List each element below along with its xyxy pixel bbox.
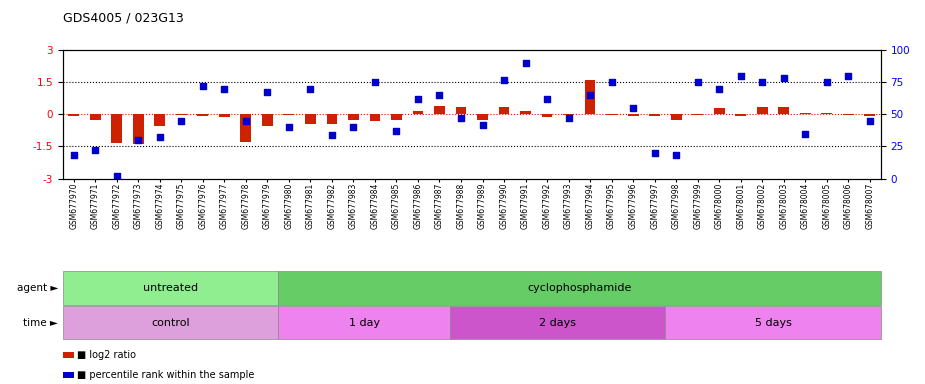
Point <box>669 152 684 159</box>
Bar <box>68 114 79 116</box>
Bar <box>821 113 832 114</box>
Point <box>734 73 748 79</box>
Point <box>583 92 598 98</box>
Bar <box>542 114 552 117</box>
Text: time ►: time ► <box>23 318 58 328</box>
Bar <box>671 114 682 119</box>
Bar <box>499 107 510 114</box>
Bar <box>90 114 101 119</box>
Point <box>625 105 640 111</box>
Bar <box>606 114 617 115</box>
Text: 5 days: 5 days <box>755 318 792 328</box>
Bar <box>757 107 768 114</box>
Point <box>712 86 727 92</box>
Bar <box>735 114 746 116</box>
Point <box>239 118 253 124</box>
Bar <box>133 114 143 144</box>
Point <box>604 79 619 85</box>
Point <box>153 134 167 141</box>
Point <box>539 96 554 102</box>
Point <box>411 96 426 102</box>
Point <box>561 115 576 121</box>
Bar <box>778 107 789 114</box>
Bar <box>520 111 531 114</box>
Bar <box>63 306 278 339</box>
Bar <box>240 114 252 142</box>
Bar <box>391 114 401 119</box>
Text: control: control <box>151 318 190 328</box>
Text: ■ percentile rank within the sample: ■ percentile rank within the sample <box>77 370 254 380</box>
Text: agent ►: agent ► <box>17 283 58 293</box>
Bar <box>649 114 660 116</box>
Bar <box>305 114 315 124</box>
Bar <box>456 107 466 114</box>
Bar <box>111 114 122 143</box>
Bar <box>692 114 703 115</box>
Point <box>109 173 124 179</box>
Point <box>820 79 834 85</box>
Bar <box>665 306 881 339</box>
Text: 2 days: 2 days <box>539 318 576 328</box>
Bar <box>278 306 450 339</box>
Point <box>755 79 770 85</box>
Bar <box>800 113 810 114</box>
Point <box>862 118 877 124</box>
Point <box>497 76 512 83</box>
Point <box>453 115 468 121</box>
Point <box>67 152 81 159</box>
Point <box>195 83 210 89</box>
Bar <box>843 114 854 115</box>
Point <box>346 124 361 130</box>
Point <box>303 86 318 92</box>
Bar <box>563 114 573 115</box>
Bar <box>278 271 881 305</box>
Bar <box>283 114 294 115</box>
Bar <box>477 114 487 119</box>
Bar <box>714 108 724 114</box>
Point <box>130 137 145 143</box>
Bar <box>585 80 596 114</box>
Bar <box>262 114 273 126</box>
Point <box>174 118 189 124</box>
Point <box>281 124 296 130</box>
Point <box>475 121 490 127</box>
Point <box>367 79 382 85</box>
Bar <box>369 114 380 121</box>
Point <box>690 79 705 85</box>
Bar <box>413 111 424 114</box>
Text: cyclophosphamide: cyclophosphamide <box>527 283 632 293</box>
Text: GDS4005 / 023G13: GDS4005 / 023G13 <box>63 12 184 25</box>
Bar <box>450 306 665 339</box>
Point <box>798 131 813 137</box>
Point <box>260 89 275 96</box>
Point <box>325 132 339 138</box>
Point <box>518 60 533 66</box>
Bar <box>154 114 165 126</box>
Bar <box>865 114 875 116</box>
Bar <box>63 271 278 305</box>
Bar <box>327 114 338 124</box>
Bar <box>348 114 359 120</box>
Point <box>216 86 231 92</box>
Point <box>776 75 791 81</box>
Bar <box>628 114 638 116</box>
Point <box>432 92 447 98</box>
Bar <box>176 114 187 115</box>
Bar <box>197 114 208 116</box>
Point <box>648 150 662 156</box>
Text: 1 day: 1 day <box>349 318 380 328</box>
Text: untreated: untreated <box>143 283 198 293</box>
Point <box>389 128 404 134</box>
Point <box>841 73 856 79</box>
Point <box>88 147 103 153</box>
Bar <box>219 114 229 118</box>
Bar <box>434 106 445 114</box>
Text: ■ log2 ratio: ■ log2 ratio <box>77 350 136 360</box>
